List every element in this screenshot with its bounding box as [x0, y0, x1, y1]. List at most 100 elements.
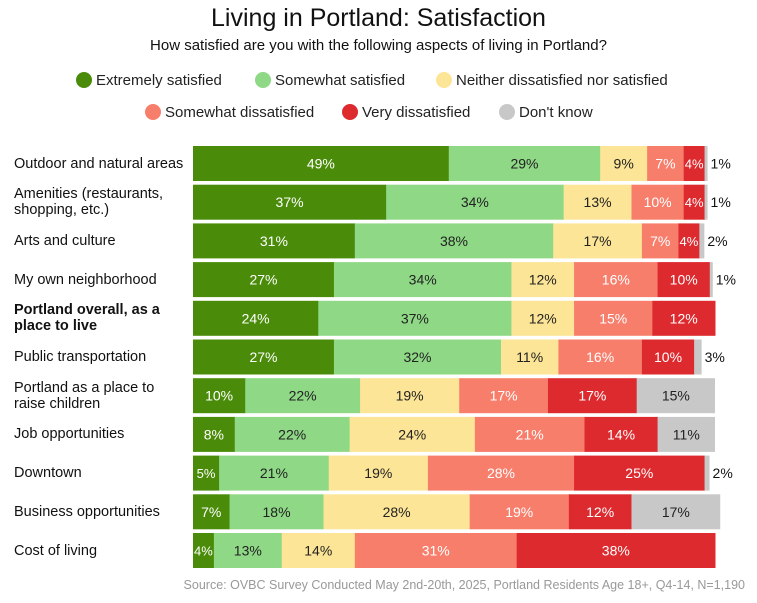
bar-segment-somewhat-dissatisfied: [469, 494, 570, 530]
legend-label: Somewhat satisfied: [275, 72, 406, 89]
category-label: Public transportation: [14, 349, 147, 365]
legend-label: Extremely satisfied: [96, 72, 222, 89]
bar-segment-label: 13%: [584, 194, 612, 210]
bar-segment-label: 21%: [516, 426, 544, 442]
legend-swatch-icon: [76, 72, 92, 88]
dont-know-label: 1%: [711, 194, 731, 210]
bar-segment-label: 21%: [260, 465, 288, 481]
bar-segment-label: 13%: [234, 543, 262, 559]
bar-segment-somewhat-satisfied: [245, 378, 361, 414]
bar-segment-label: 5%: [197, 466, 216, 481]
bar-segment-label: 37%: [401, 310, 429, 326]
bar-segment-label: 22%: [278, 426, 306, 442]
category-label: Outdoor and natural areas: [14, 155, 184, 172]
bar-segment-extremely-satisfied: [193, 339, 335, 375]
bar-segment-somewhat-satisfied: [213, 533, 283, 568]
bar-segment-extremely-satisfied: [193, 146, 450, 181]
bar-segment-label: 17%: [584, 233, 612, 249]
source-note: Source: OVBC Survey Conducted May 2nd-20…: [183, 578, 745, 592]
bar-segment-label: 7%: [655, 156, 675, 172]
bar-segment-label: 24%: [242, 310, 270, 326]
legend-item-neither: Neither dissatisfied nor satisfied: [436, 72, 668, 89]
bar-segment-label: 12%: [670, 310, 698, 326]
bar-segment-label: 10%: [670, 272, 698, 288]
bar-segment-extremely-satisfied: [193, 533, 215, 568]
bar-segment-very-dissatisfied: [683, 184, 706, 220]
category-label: Portland as a place to raise children: [14, 379, 155, 412]
bar-segment-dont-know: [699, 223, 705, 259]
bar-segment-label: 9%: [614, 156, 634, 172]
bar-segment-label: 8%: [204, 426, 224, 442]
bar-segment-neither: [349, 416, 476, 452]
legend-swatch-icon: [145, 104, 161, 120]
bar-segment-extremely-satisfied: [193, 223, 356, 259]
bar-segment-label: 28%: [383, 504, 411, 520]
bar-segment-somewhat-satisfied: [219, 455, 330, 491]
bar-segment-neither: [281, 533, 356, 568]
bar-segment-very-dissatisfied: [574, 455, 706, 491]
bar-segment-somewhat-dissatisfied: [647, 146, 685, 181]
bar-segment-label: 27%: [249, 349, 277, 365]
category-label: Amenities (restaurants, shopping, etc.): [14, 186, 164, 219]
legend-label: Don't know: [519, 104, 593, 121]
bar-segment-label: 17%: [662, 504, 690, 520]
category-label: Arts and culture: [14, 232, 116, 249]
bar-segment-neither: [511, 300, 575, 336]
bar-segment-label: 16%: [586, 349, 614, 365]
bar-segment-very-dissatisfied: [683, 146, 706, 181]
bar-segment-neither: [600, 146, 648, 181]
bar-segment-somewhat-satisfied: [354, 223, 554, 259]
bar-segment-dont-know: [704, 146, 708, 181]
bar-segment-label: 22%: [289, 388, 317, 404]
bar-segment-neither: [563, 184, 632, 220]
bar-segment-label: 18%: [263, 504, 291, 520]
bar-segment-label: 11%: [673, 426, 700, 442]
bar-segment-very-dissatisfied: [547, 378, 638, 414]
bar-segment-label: 17%: [490, 388, 518, 404]
bar-segment-somewhat-dissatisfied: [474, 416, 585, 452]
bar-segment-somewhat-dissatisfied: [631, 184, 685, 220]
bar-segment-label: 37%: [276, 194, 304, 210]
bar-segment-label: 25%: [625, 465, 653, 481]
bar-segment-very-dissatisfied: [516, 533, 716, 568]
bar-segment-very-dissatisfied: [641, 339, 695, 375]
legend-label: Very dissatisfied: [362, 104, 471, 121]
bar-segment-label: 34%: [409, 272, 437, 288]
bar-segment-very-dissatisfied: [678, 223, 700, 259]
bar-segment-somewhat-satisfied: [386, 184, 565, 220]
bar-segment-somewhat-dissatisfied: [459, 378, 549, 414]
bar-segment-label: 24%: [398, 426, 426, 442]
bar-segment-label: 31%: [422, 543, 450, 559]
bar-segment-label: 12%: [529, 310, 557, 326]
bar-segment-dont-know: [694, 339, 702, 375]
bar-segment-label: 12%: [529, 272, 557, 288]
legend-label: Neither dissatisfied nor satisfied: [456, 72, 668, 89]
bar-segment-label: 19%: [396, 388, 424, 404]
bar-segment-dont-know: [657, 416, 715, 452]
bar-segment-somewhat-dissatisfied: [558, 339, 643, 375]
bar-segment-label: 12%: [586, 504, 614, 520]
bar-segment-neither: [323, 494, 471, 530]
bar-segment-extremely-satisfied: [193, 494, 231, 530]
bar-segment-neither: [553, 223, 643, 259]
bar-segment-extremely-satisfied: [193, 184, 387, 220]
bar-segment-dont-know: [704, 184, 708, 220]
legend-swatch-icon: [255, 72, 271, 88]
bar-segment-very-dissatisfied: [568, 494, 632, 530]
bar-segment-label: 11%: [516, 349, 543, 365]
bar-segment-somewhat-dissatisfied: [574, 300, 653, 336]
bar-segment-label: 14%: [304, 543, 332, 559]
legend-item-somewhat-satisfied: Somewhat satisfied: [255, 72, 405, 89]
bar-segment-label: 10%: [644, 194, 672, 210]
legend-item-extremely-satisfied: Extremely satisfied: [76, 72, 222, 89]
bar-segment-label: 34%: [461, 194, 489, 210]
bar-segment-label: 38%: [602, 543, 630, 559]
legend-item-dont-know: Don't know: [499, 104, 593, 121]
bar-segment-extremely-satisfied: [193, 378, 246, 414]
dont-know-label: 1%: [711, 156, 731, 172]
bar-segment-label: 16%: [602, 272, 630, 288]
chart-title: Living in Portland: Satisfaction: [211, 4, 546, 32]
bar-segment-label: 17%: [578, 388, 606, 404]
bar-segment-dont-know: [709, 262, 713, 298]
